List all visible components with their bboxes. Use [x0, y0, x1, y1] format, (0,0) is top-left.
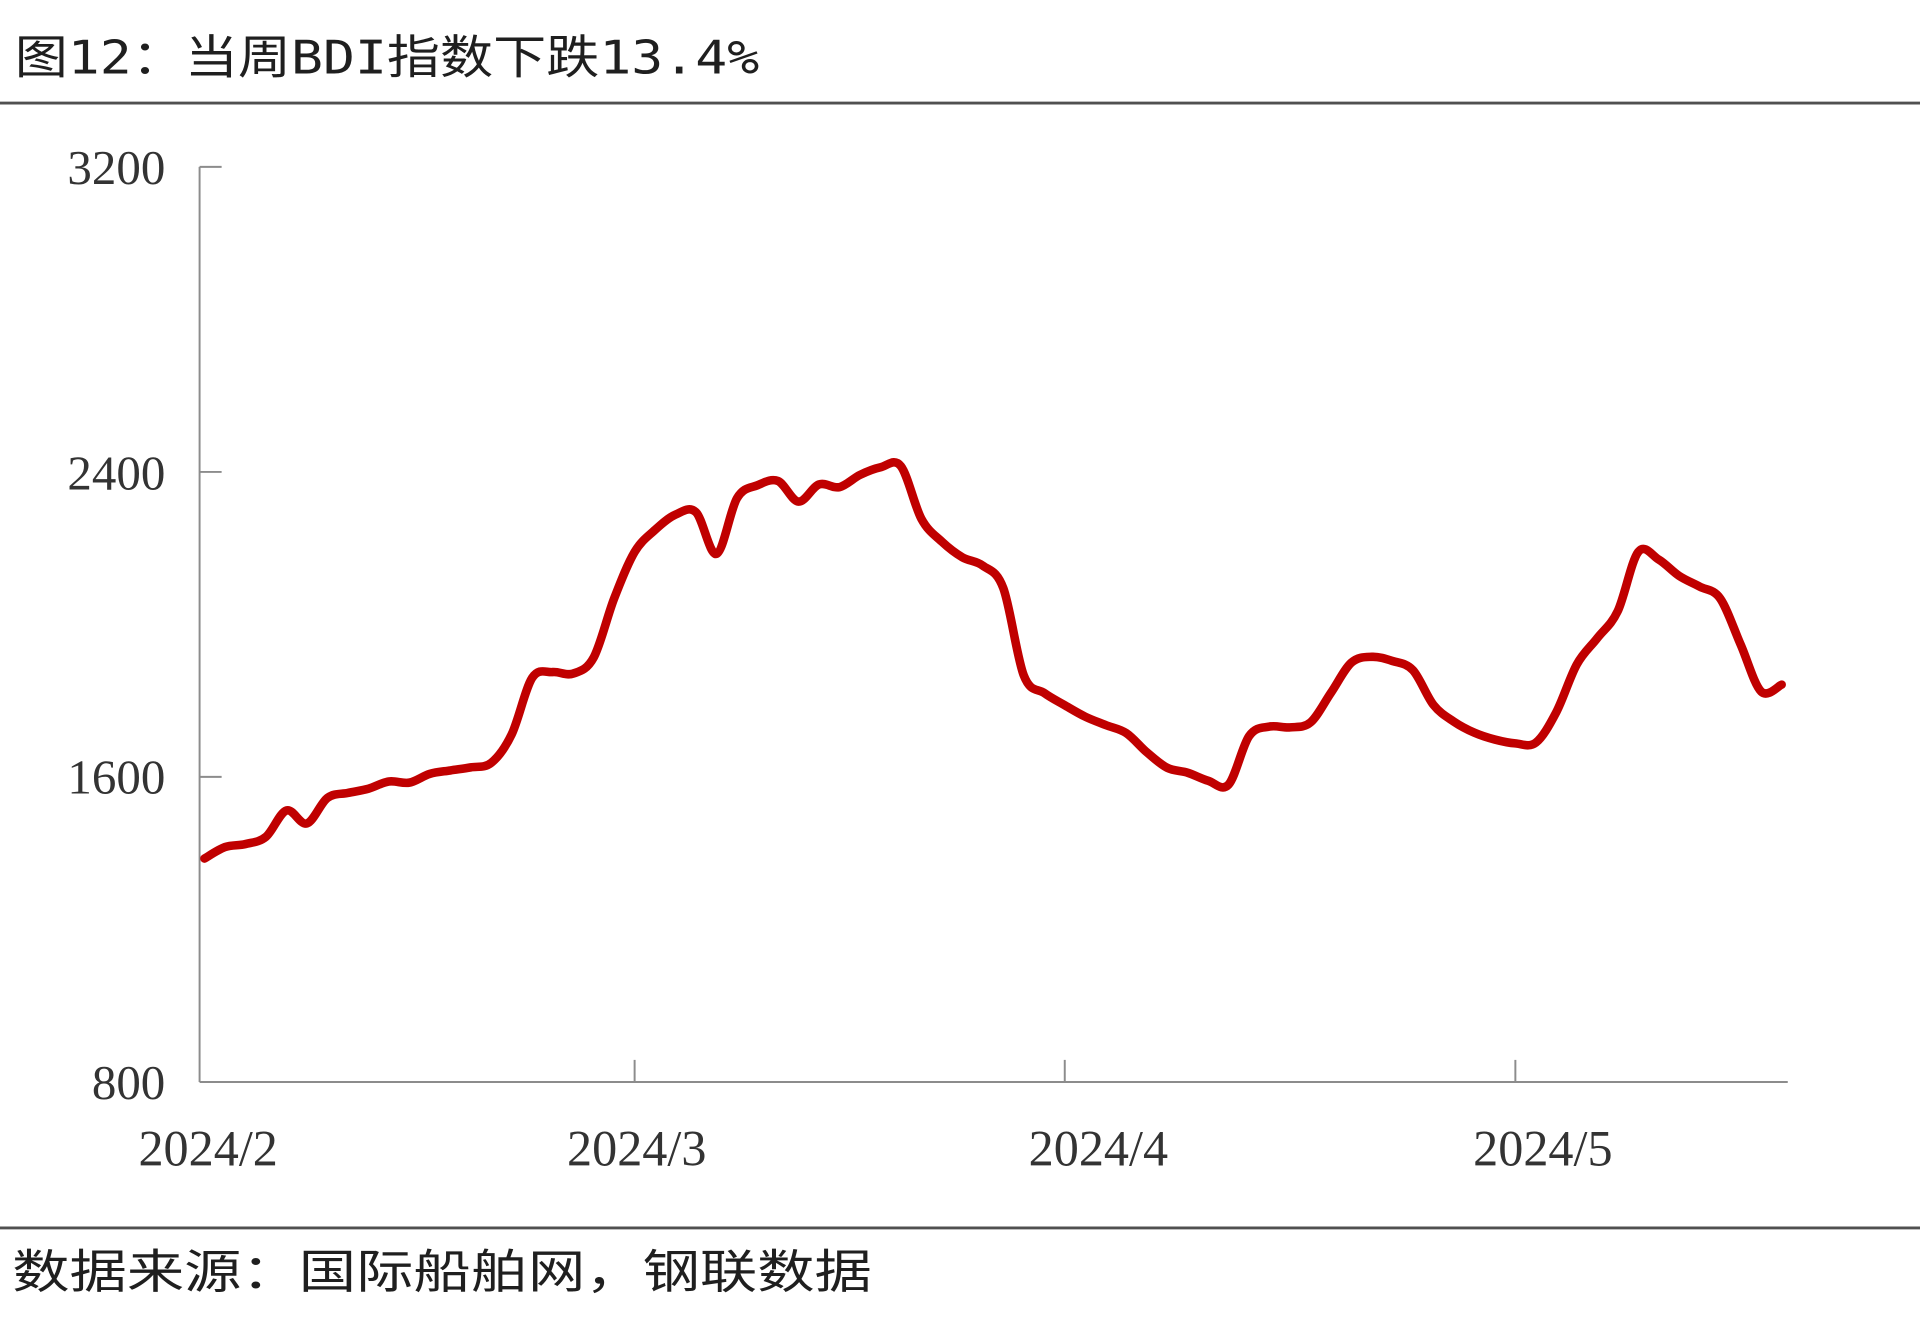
x-tick-label-2024-4: 2024/4: [1029, 1120, 1168, 1176]
y-tick-label-2400: 2400: [67, 445, 165, 500]
y-tick-label-1600: 1600: [67, 750, 165, 805]
chart-title: 图12：当周BDI指数下跌13.4%: [15, 31, 759, 85]
x-tick-label-2024-3: 2024/3: [567, 1120, 706, 1176]
series-line-bdi: [200, 458, 1786, 863]
x-tick-label-2024-2: 2024/2: [138, 1120, 277, 1176]
x-tick-marks: [633, 1059, 1517, 1082]
source-note: 数据来源：国际船舶网，钢联数据: [12, 1245, 872, 1299]
x-tick-label-2024-5: 2024/5: [1473, 1120, 1612, 1176]
y-tick-label-3200: 3200: [67, 140, 165, 195]
y-tick-label-800: 800: [92, 1055, 165, 1110]
plot-area: 3200 2400 1600 800 2024/2 2024/3 2024/4 …: [67, 140, 1788, 1176]
